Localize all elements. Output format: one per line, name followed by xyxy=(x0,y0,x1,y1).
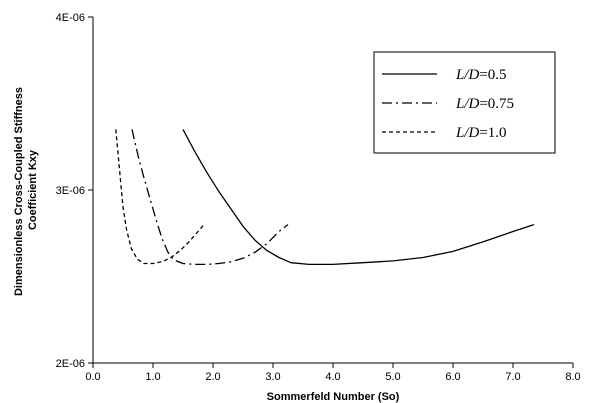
x-tick-label: 7.0 xyxy=(505,371,520,383)
y-axis-title-line-1: Dimensionless Cross-Coupled Stiffness xyxy=(13,87,25,296)
x-tick-label: 1.0 xyxy=(145,371,160,383)
axes xyxy=(88,16,574,368)
y-axis-title-line-2: Coefficient Kxy xyxy=(27,149,39,230)
x-tick-label: 4.0 xyxy=(325,371,340,383)
legend-label: L/D=0.75 xyxy=(455,96,514,112)
series-line-ld-0-75 xyxy=(131,129,289,266)
x-tick-label: 3.0 xyxy=(265,371,280,383)
tick-labels: 0.0 1.0 2.0 3.0 4.0 5.0 6.0 7.0 8.0 2E-06 3E-06 4E-… xyxy=(56,12,581,383)
x-tick-label: 8.0 xyxy=(565,371,580,383)
x-tick-label: 5.0 xyxy=(385,371,400,383)
x-axis-title: Sommerfeld Number (So) xyxy=(267,391,400,403)
y-tick-label: 2E-06 xyxy=(56,358,85,370)
series-line-ld-0-5 xyxy=(182,129,535,266)
legend-label: L/D=0.5 xyxy=(455,67,507,83)
y-axis-title: Dimensionless Cross-Coupled Stiffness Co… xyxy=(13,84,39,296)
legend: L/D=0.5 L/D=0.75 L/D=1.0 xyxy=(373,51,556,154)
x-tick-label: 2.0 xyxy=(205,371,220,383)
series-line-ld-1-0 xyxy=(115,129,205,265)
y-tick-label: 3E-06 xyxy=(56,185,85,197)
x-tick-label: 0.0 xyxy=(85,371,100,383)
legend-label: L/D=1.0 xyxy=(455,125,507,141)
series-layer xyxy=(115,129,535,266)
x-tick-label: 6.0 xyxy=(445,371,460,383)
y-tick-label: 4E-06 xyxy=(56,12,85,24)
